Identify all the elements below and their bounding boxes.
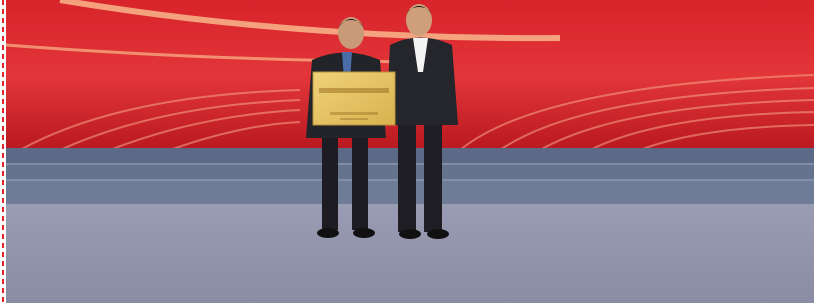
shoe <box>353 228 375 238</box>
head <box>338 17 364 49</box>
plaque-inscription <box>319 88 389 93</box>
page: Stage photo html, body { margin: 0; padd… <box>0 0 814 303</box>
leg <box>398 120 416 232</box>
shoe <box>317 228 339 238</box>
plaque <box>313 72 395 125</box>
photo <box>0 0 814 303</box>
leg <box>352 135 368 230</box>
head <box>406 4 432 36</box>
shoe <box>399 229 421 239</box>
body: {} <box>0 0 814 303</box>
shoe <box>427 229 449 239</box>
leg <box>322 135 338 230</box>
leg <box>424 120 442 232</box>
plaque-inscription <box>340 118 368 120</box>
plaque-inscription <box>330 112 378 115</box>
